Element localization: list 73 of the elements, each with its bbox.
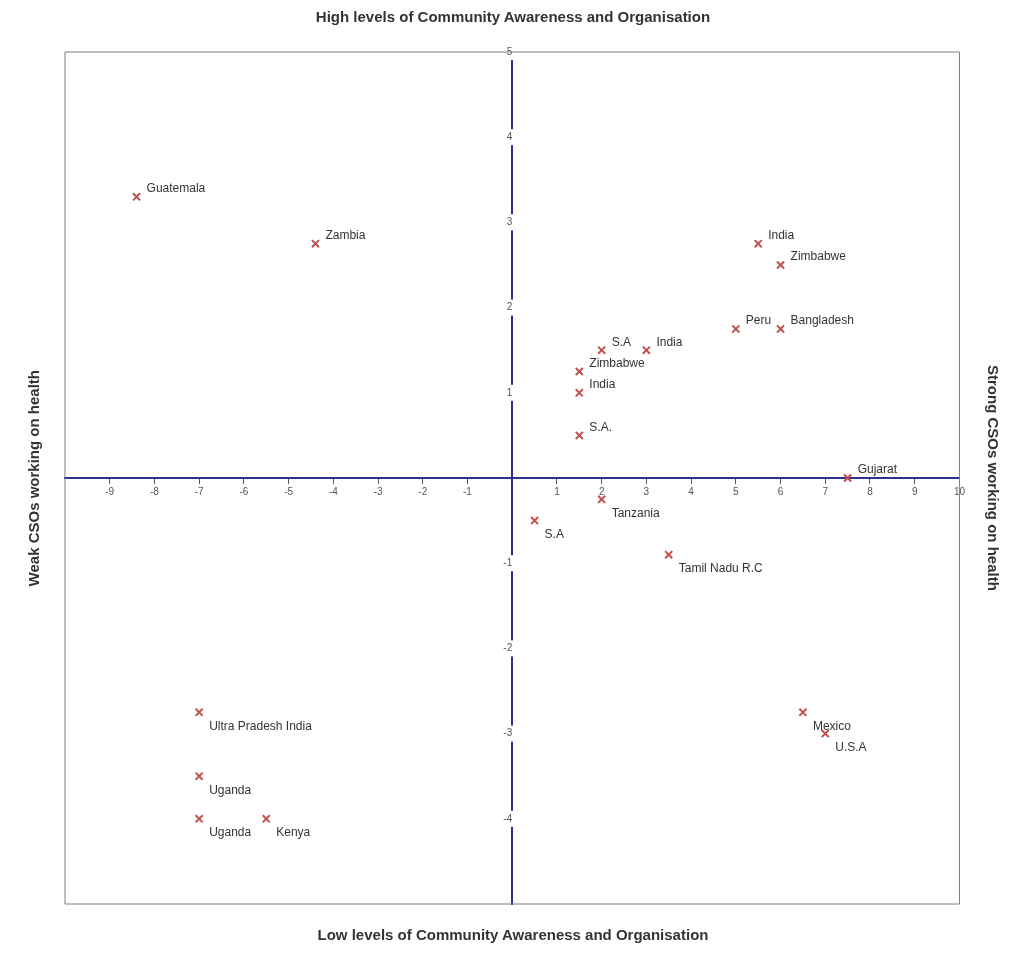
point (194, 771, 204, 781)
point (776, 260, 786, 270)
point (574, 388, 584, 398)
annotation: Zimbabwe (589, 355, 645, 370)
y-tick-label: -4 (503, 812, 513, 824)
annotation: Tamil Nadu R.C (678, 560, 764, 575)
point (798, 707, 808, 717)
annotation: Peru (745, 313, 772, 328)
x-tick-label: 7 (822, 485, 829, 497)
annotation: S.A (611, 334, 632, 349)
y2-axis-title: Strong CSOs working on health (984, 365, 1002, 591)
annotation: India (768, 228, 795, 243)
point (261, 814, 271, 824)
x-tick-label: -9 (105, 485, 115, 497)
y-tick-label: 1 (506, 386, 513, 398)
annotation: Tanzania (611, 505, 661, 520)
y-tick-label: 5 (506, 45, 513, 57)
x-tick-label: 4 (688, 485, 695, 497)
y-tick-label: -1 (503, 556, 513, 568)
annotation: U.S.A (835, 739, 867, 754)
point (574, 430, 584, 440)
point (731, 324, 741, 334)
point (194, 814, 204, 824)
point (776, 324, 786, 334)
annotation: Kenya (276, 825, 311, 840)
point (574, 366, 584, 377)
x-tick-label: -5 (284, 485, 294, 497)
annotation: S.A. (589, 419, 612, 434)
annotation: Guatemala (146, 181, 206, 196)
point (820, 729, 830, 739)
x-tick-label: 5 (733, 485, 740, 497)
point (597, 494, 607, 504)
y-axis-title: Weak CSOs working on health (24, 369, 42, 587)
y-tick-label: 4 (506, 130, 513, 142)
point (194, 707, 204, 717)
annotation: Uganda (209, 782, 252, 797)
point (641, 345, 651, 355)
annotation: Gujarat (857, 462, 898, 477)
point (530, 516, 540, 526)
point (843, 473, 853, 483)
y-tick-label: 2 (506, 301, 513, 313)
x-tick-label: 9 (911, 485, 918, 497)
annotation: India (589, 377, 616, 392)
chart-title: High levels of Community Awareness and Organisation (314, 8, 712, 27)
annotation: Zimbabwe (790, 249, 847, 264)
x-tick-label: -2 (418, 485, 428, 497)
x-tick-label: -6 (239, 485, 249, 497)
x-tick-label: 3 (643, 485, 650, 497)
annotation: Ultra Pradesh India (209, 718, 313, 733)
point (597, 345, 607, 355)
annotation: Uganda (209, 825, 252, 840)
x-tick-label: 6 (777, 485, 784, 497)
x-tick-label: -4 (328, 485, 339, 497)
annotation: Bangladesh (790, 313, 854, 328)
annotation: Zambia (325, 228, 366, 243)
x-tick-label: 1 (554, 485, 561, 497)
annotation: India (656, 334, 683, 349)
x-tick-label: 2 (598, 485, 605, 497)
x-axis-title: Low levels of Community Awareness and Organisation (316, 926, 710, 943)
y-tick-label: -2 (503, 642, 513, 654)
x-tick-label: -8 (149, 485, 160, 497)
annotation: Mexico (812, 718, 852, 733)
point (132, 192, 142, 202)
x-tick-label: -7 (194, 485, 205, 497)
point (310, 239, 320, 249)
point (753, 239, 763, 249)
y-tick-label: -3 (503, 727, 513, 739)
x-tick-label: 8 (867, 485, 874, 497)
annotation: S.A (544, 526, 564, 541)
x-tick-label: -1 (463, 485, 473, 497)
y-tick-label: 3 (506, 216, 513, 228)
point (664, 550, 674, 560)
x-tick-label: -3 (373, 485, 383, 497)
